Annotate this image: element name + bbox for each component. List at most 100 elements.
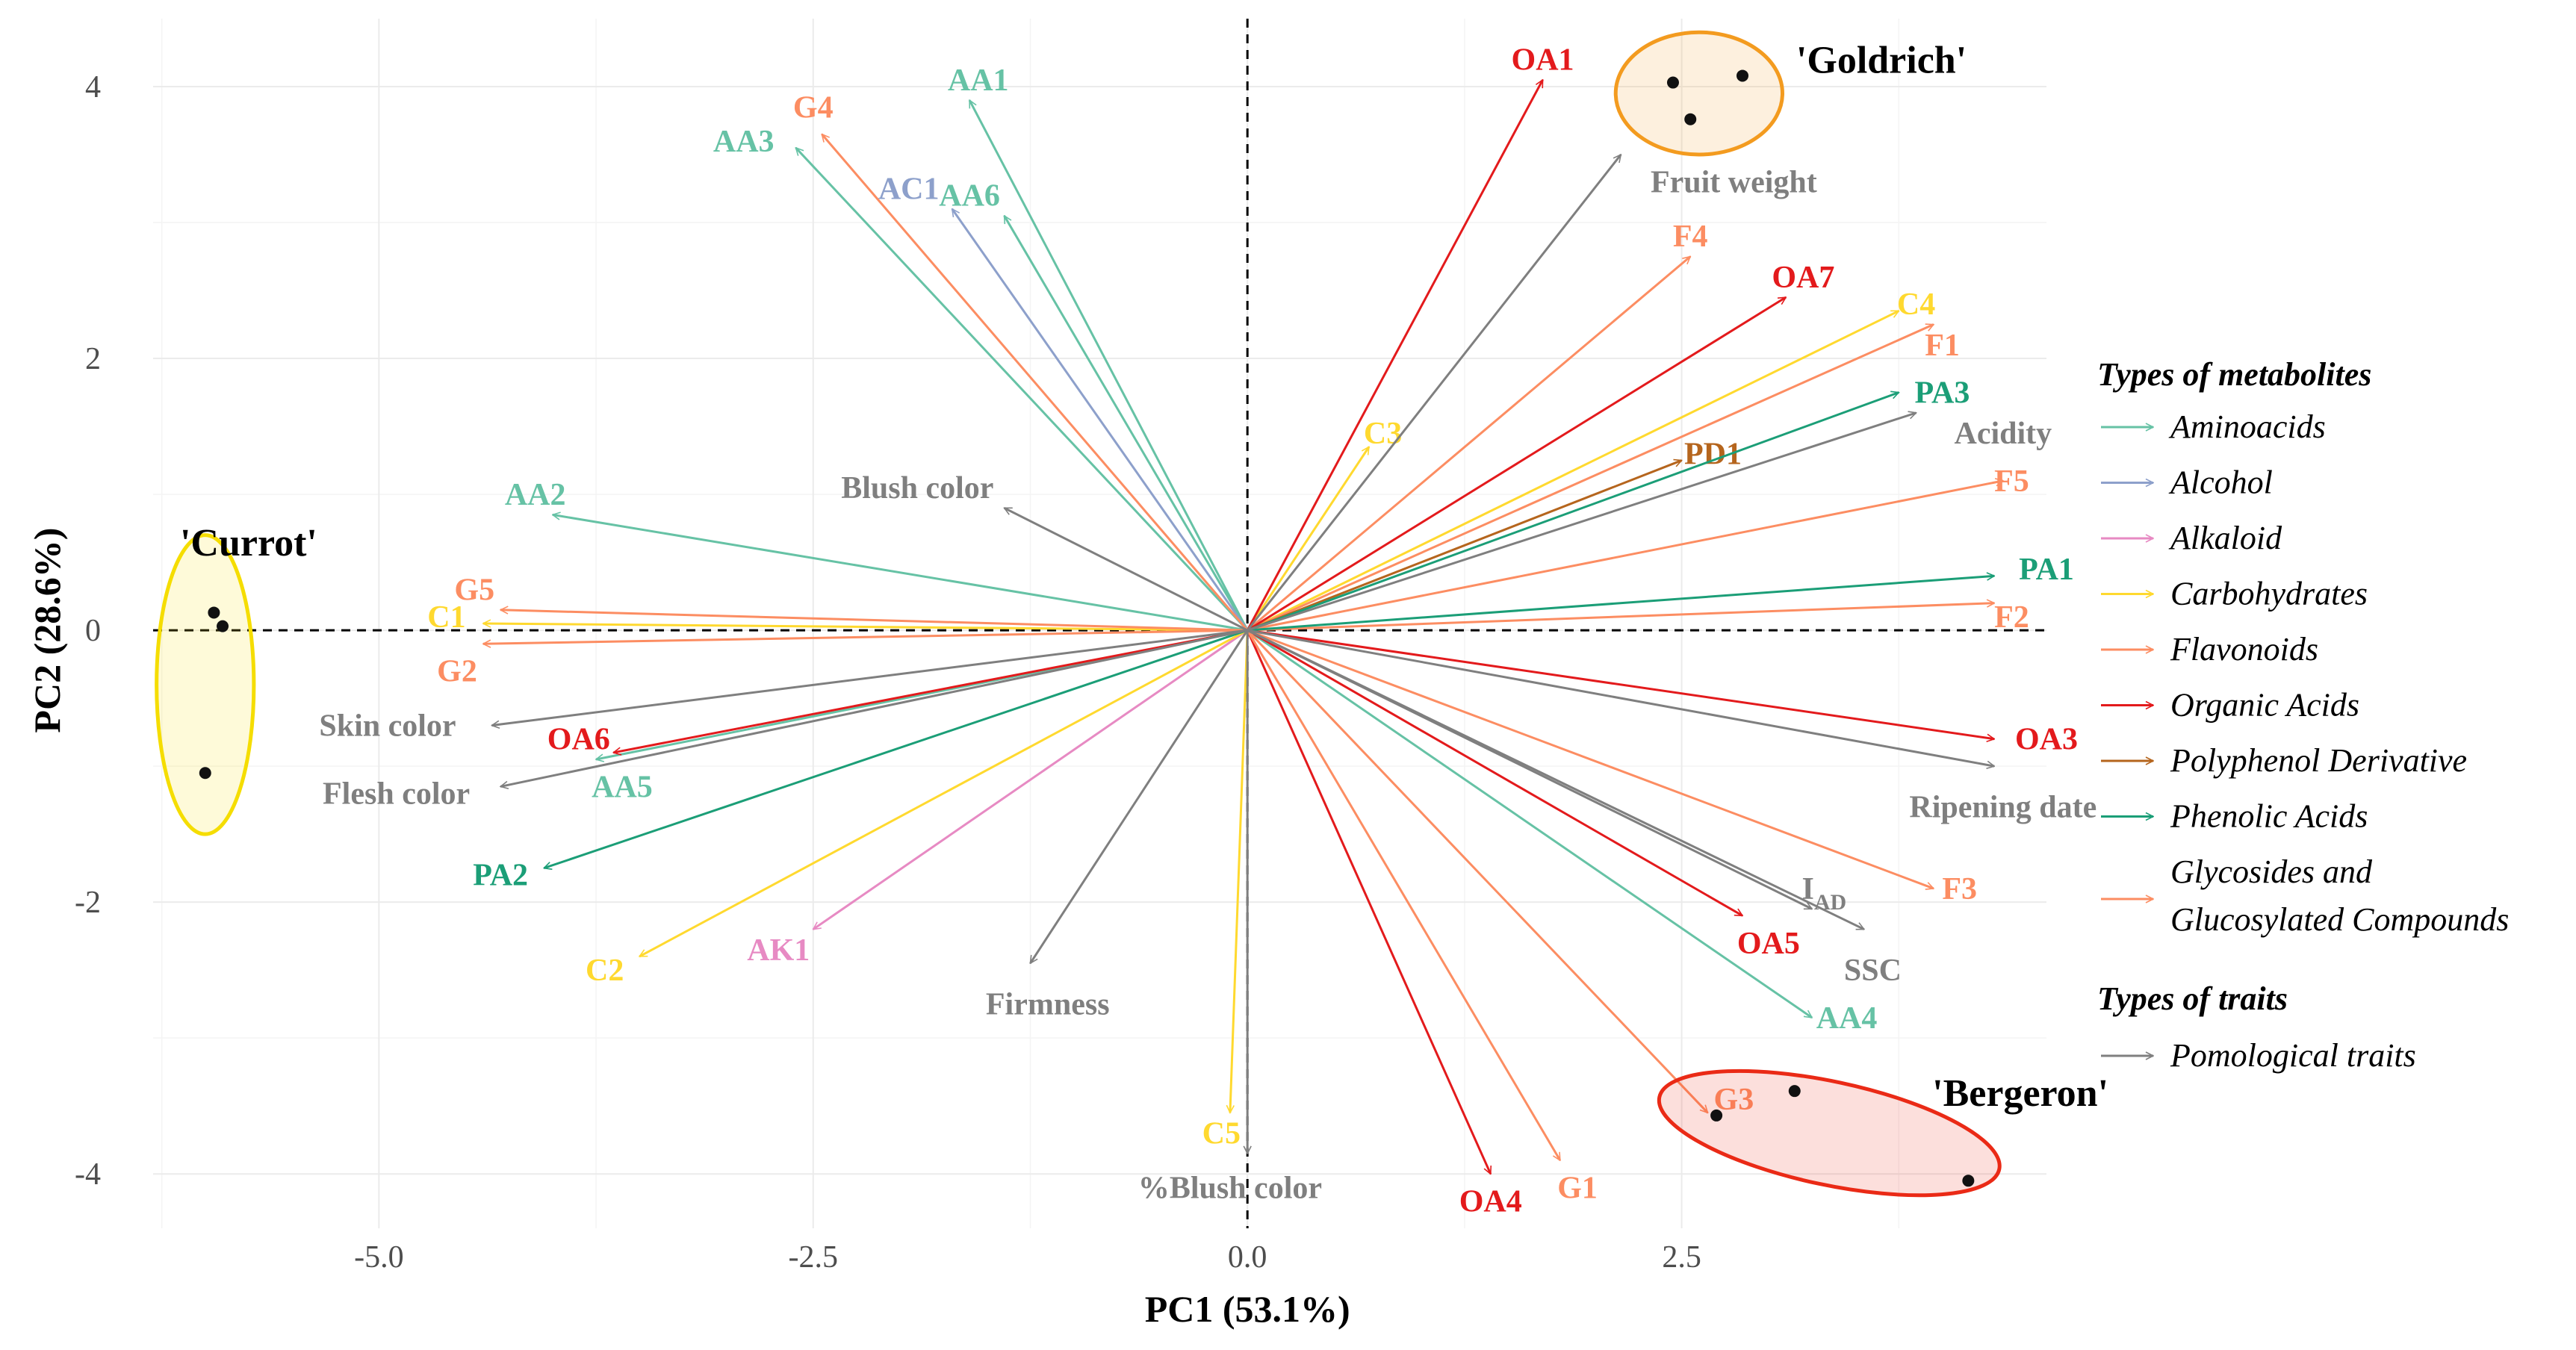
vector-label-oa3: OA3	[2015, 723, 2078, 757]
vector-label-flesh-color: Flesh color	[323, 777, 470, 812]
vector-label-c1: C1	[427, 600, 465, 635]
vector-arrow-aa3	[796, 148, 1249, 632]
sample-point-currot	[217, 620, 229, 632]
sample-point-currot	[208, 606, 220, 619]
vector-arrow-ripening-date	[1247, 629, 1994, 766]
vector-arrow-oa1	[1246, 80, 1544, 631]
vector-label-pa3: PA3	[1915, 376, 1970, 411]
vector-label-pa2: PA2	[473, 859, 528, 893]
vector-label-blush-color: Blush color	[841, 471, 993, 506]
vector-arrow-oa4	[1246, 629, 1492, 1174]
vector-arrow-c1	[483, 623, 1248, 632]
vector-arrow-ac1	[951, 209, 1249, 631]
vector-label-c4: C4	[1897, 287, 1935, 322]
vector-label-f4: F4	[1673, 220, 1708, 254]
vector-arrow-g4	[822, 134, 1249, 632]
legend-label-organic-acids: Organic Acids	[2170, 687, 2359, 724]
legend-label-alkaloid: Alkaloid	[2168, 520, 2282, 556]
vector-arrow-oa7	[1247, 296, 1786, 632]
y-tick-label: 0	[85, 614, 101, 648]
y-tick-label: -4	[75, 1157, 101, 1192]
vector-label-pd1: PD1	[1684, 437, 1742, 471]
legend-title-metabolites: Types of metabolites	[2097, 356, 2371, 393]
group-ellipse-currot	[155, 533, 256, 836]
vector-arrow-blush-color	[1005, 506, 1248, 632]
vector-label-aa5: AA5	[592, 770, 653, 804]
vector-label-ssc: SSC	[1844, 954, 1902, 988]
vector-label-aa4: AA4	[1816, 1001, 1878, 1036]
vector-arrow-acidity	[1247, 413, 1916, 632]
vector-label-aa3: AA3	[713, 125, 775, 159]
group-label-bergeron: 'Bergeron'	[1932, 1072, 2108, 1115]
vector-arrow-pa3	[1247, 393, 1899, 632]
sample-point-bergeron	[1788, 1085, 1801, 1098]
vector-label-g4: G4	[793, 90, 834, 125]
vector-label-c2: C2	[586, 954, 624, 988]
axis-ticks: -5.0 -2.5 0.0 2.5 4 2 0 -2 -4	[75, 70, 1701, 1275]
vector-arrow-f1	[1247, 323, 1934, 632]
legend-label-alcohol: Alcohol	[2168, 464, 2273, 501]
sample-point-bergeron	[1710, 1109, 1723, 1122]
vector-arrow-pa1	[1247, 576, 1994, 632]
sample-point-currot	[199, 767, 211, 780]
legend-label-flavonoids: Flavonoids	[2170, 631, 2318, 668]
x-tick-label: 0.0	[1228, 1240, 1267, 1275]
vector-label-skin-color: Skin color	[319, 709, 456, 744]
vector-arrow-aa1	[968, 100, 1249, 631]
vector-label-oa4: OA4	[1459, 1185, 1522, 1219]
vector-arrow-aa4	[1247, 629, 1812, 1019]
vector-arrow-ssc	[1247, 629, 1864, 930]
x-axis-title: PC1 (53.1%)	[1145, 1288, 1350, 1330]
vector-arrow-g3	[1247, 629, 1707, 1113]
legend-label-pomological-traits: Pomological traits	[2170, 1037, 2416, 1074]
legend-label-aminoacids: Aminoacids	[2168, 408, 2326, 445]
vector-arrow-aa6	[1003, 216, 1249, 631]
vector-label-oa6: OA6	[547, 723, 610, 757]
vector-label-f3: F3	[1942, 872, 1977, 906]
x-tick-label: 2.5	[1662, 1240, 1701, 1275]
sample-point-goldrich	[1737, 69, 1749, 82]
group-ellipse-goldrich	[1613, 30, 1784, 157]
vector-arrow-g1	[1246, 629, 1562, 1160]
vector-label-oa7: OA7	[1772, 261, 1834, 295]
legend-label-glycosides-and: Glycosides and	[2170, 853, 2373, 890]
vector-arrow-oa6	[613, 629, 1248, 753]
vector-arrow-oa5	[1247, 629, 1742, 917]
vector-arrow-f4	[1247, 257, 1690, 632]
vector-arrow-f3	[1247, 629, 1934, 889]
vector-label-blush-color: %Blush color	[1138, 1171, 1322, 1205]
x-tick-label: -5.0	[354, 1240, 404, 1275]
sample-groups: 'Currot' 'Goldrich' 'Bergeron'	[155, 30, 2108, 1198]
group-label-currot: 'Currot'	[180, 522, 317, 564]
loading-vectors: AA1 AA3 AA6 AA2 AA5 AA4 AC1 AK1 C1 C2 C3 C4 C5 F1 F2 F3…	[319, 43, 2097, 1219]
vector-label-oa5: OA5	[1737, 927, 1800, 961]
vector-arrow-f5	[1247, 481, 2003, 632]
vector-label-pa1: PA1	[2019, 553, 2074, 587]
vector-label-aa1: AA1	[948, 63, 1009, 98]
sample-point-goldrich	[1666, 76, 1679, 89]
group-ellipse-bergeron	[1657, 1069, 2002, 1198]
vector-label-f5: F5	[1994, 464, 2029, 499]
y-tick-label: -2	[75, 886, 101, 920]
vector-arrow-pd1	[1247, 461, 1681, 632]
vector-label-ak1: AK1	[747, 933, 810, 968]
vector-arrow-skin-color	[492, 629, 1248, 725]
legend-label-polyphenol-derivative: Polyphenol Derivative	[2170, 742, 2467, 779]
vector-arrow-c5	[1230, 630, 1249, 1113]
vector-arrow-aa2	[553, 514, 1248, 632]
legend-label-glycosides-and-line2: Glucosylated Compounds	[2170, 901, 2509, 938]
legend: Types of metabolites Types of traits Ami…	[2097, 356, 2509, 1074]
vector-arrow-c4	[1247, 310, 1899, 632]
vector-arrow-flesh-color	[500, 629, 1248, 786]
sample-point-goldrich	[1684, 113, 1697, 125]
vector-label-iad: IAD	[1801, 872, 1846, 915]
vector-label-g2: G2	[437, 655, 477, 689]
y-axis-title: PC2 (28.6%)	[26, 528, 68, 733]
vector-arrow-g5	[500, 610, 1248, 632]
vector-label-g5: G5	[454, 573, 494, 607]
vector-label-g1: G1	[1557, 1171, 1598, 1205]
legend-label-carbohydrates: Carbohydrates	[2170, 576, 2368, 612]
vector-label-c5: C5	[1202, 1117, 1241, 1151]
legend-label-phenolic-acids: Phenolic Acids	[2170, 798, 2368, 835]
